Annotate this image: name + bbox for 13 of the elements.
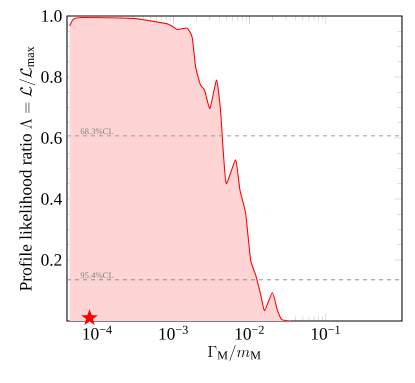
ref-line-label: 95.4%CL [80, 272, 114, 278]
y-tick-label: 0.4 [41, 193, 62, 205]
x-tick-label: 10$^{−2}$ [236, 326, 264, 340]
y-tick-label: 0.6 [41, 132, 62, 144]
y-axis-title: $\mathrm{Profile\ likelihood\ ratio}\ \Lambda = \mathcal{L}/\mathcal{L}_\mathrm{max}$ [19, 46, 36, 291]
x-tick-label: 10$^{−3}$ [160, 326, 188, 340]
ref-line-label: 68.3%CL [80, 128, 114, 134]
x-axis-title: $\Gamma_\mathrm{M}/m_\mathrm{M}$ [208, 344, 261, 361]
x-tick-label: 10$^{−1}$ [312, 326, 340, 340]
y-tick-label: 0.2 [41, 254, 62, 266]
y-tick-label: 1.0 [42, 10, 62, 22]
x-tick-label: 10$^{−4}$ [83, 326, 112, 340]
y-tick-label: 0.8 [41, 71, 62, 83]
